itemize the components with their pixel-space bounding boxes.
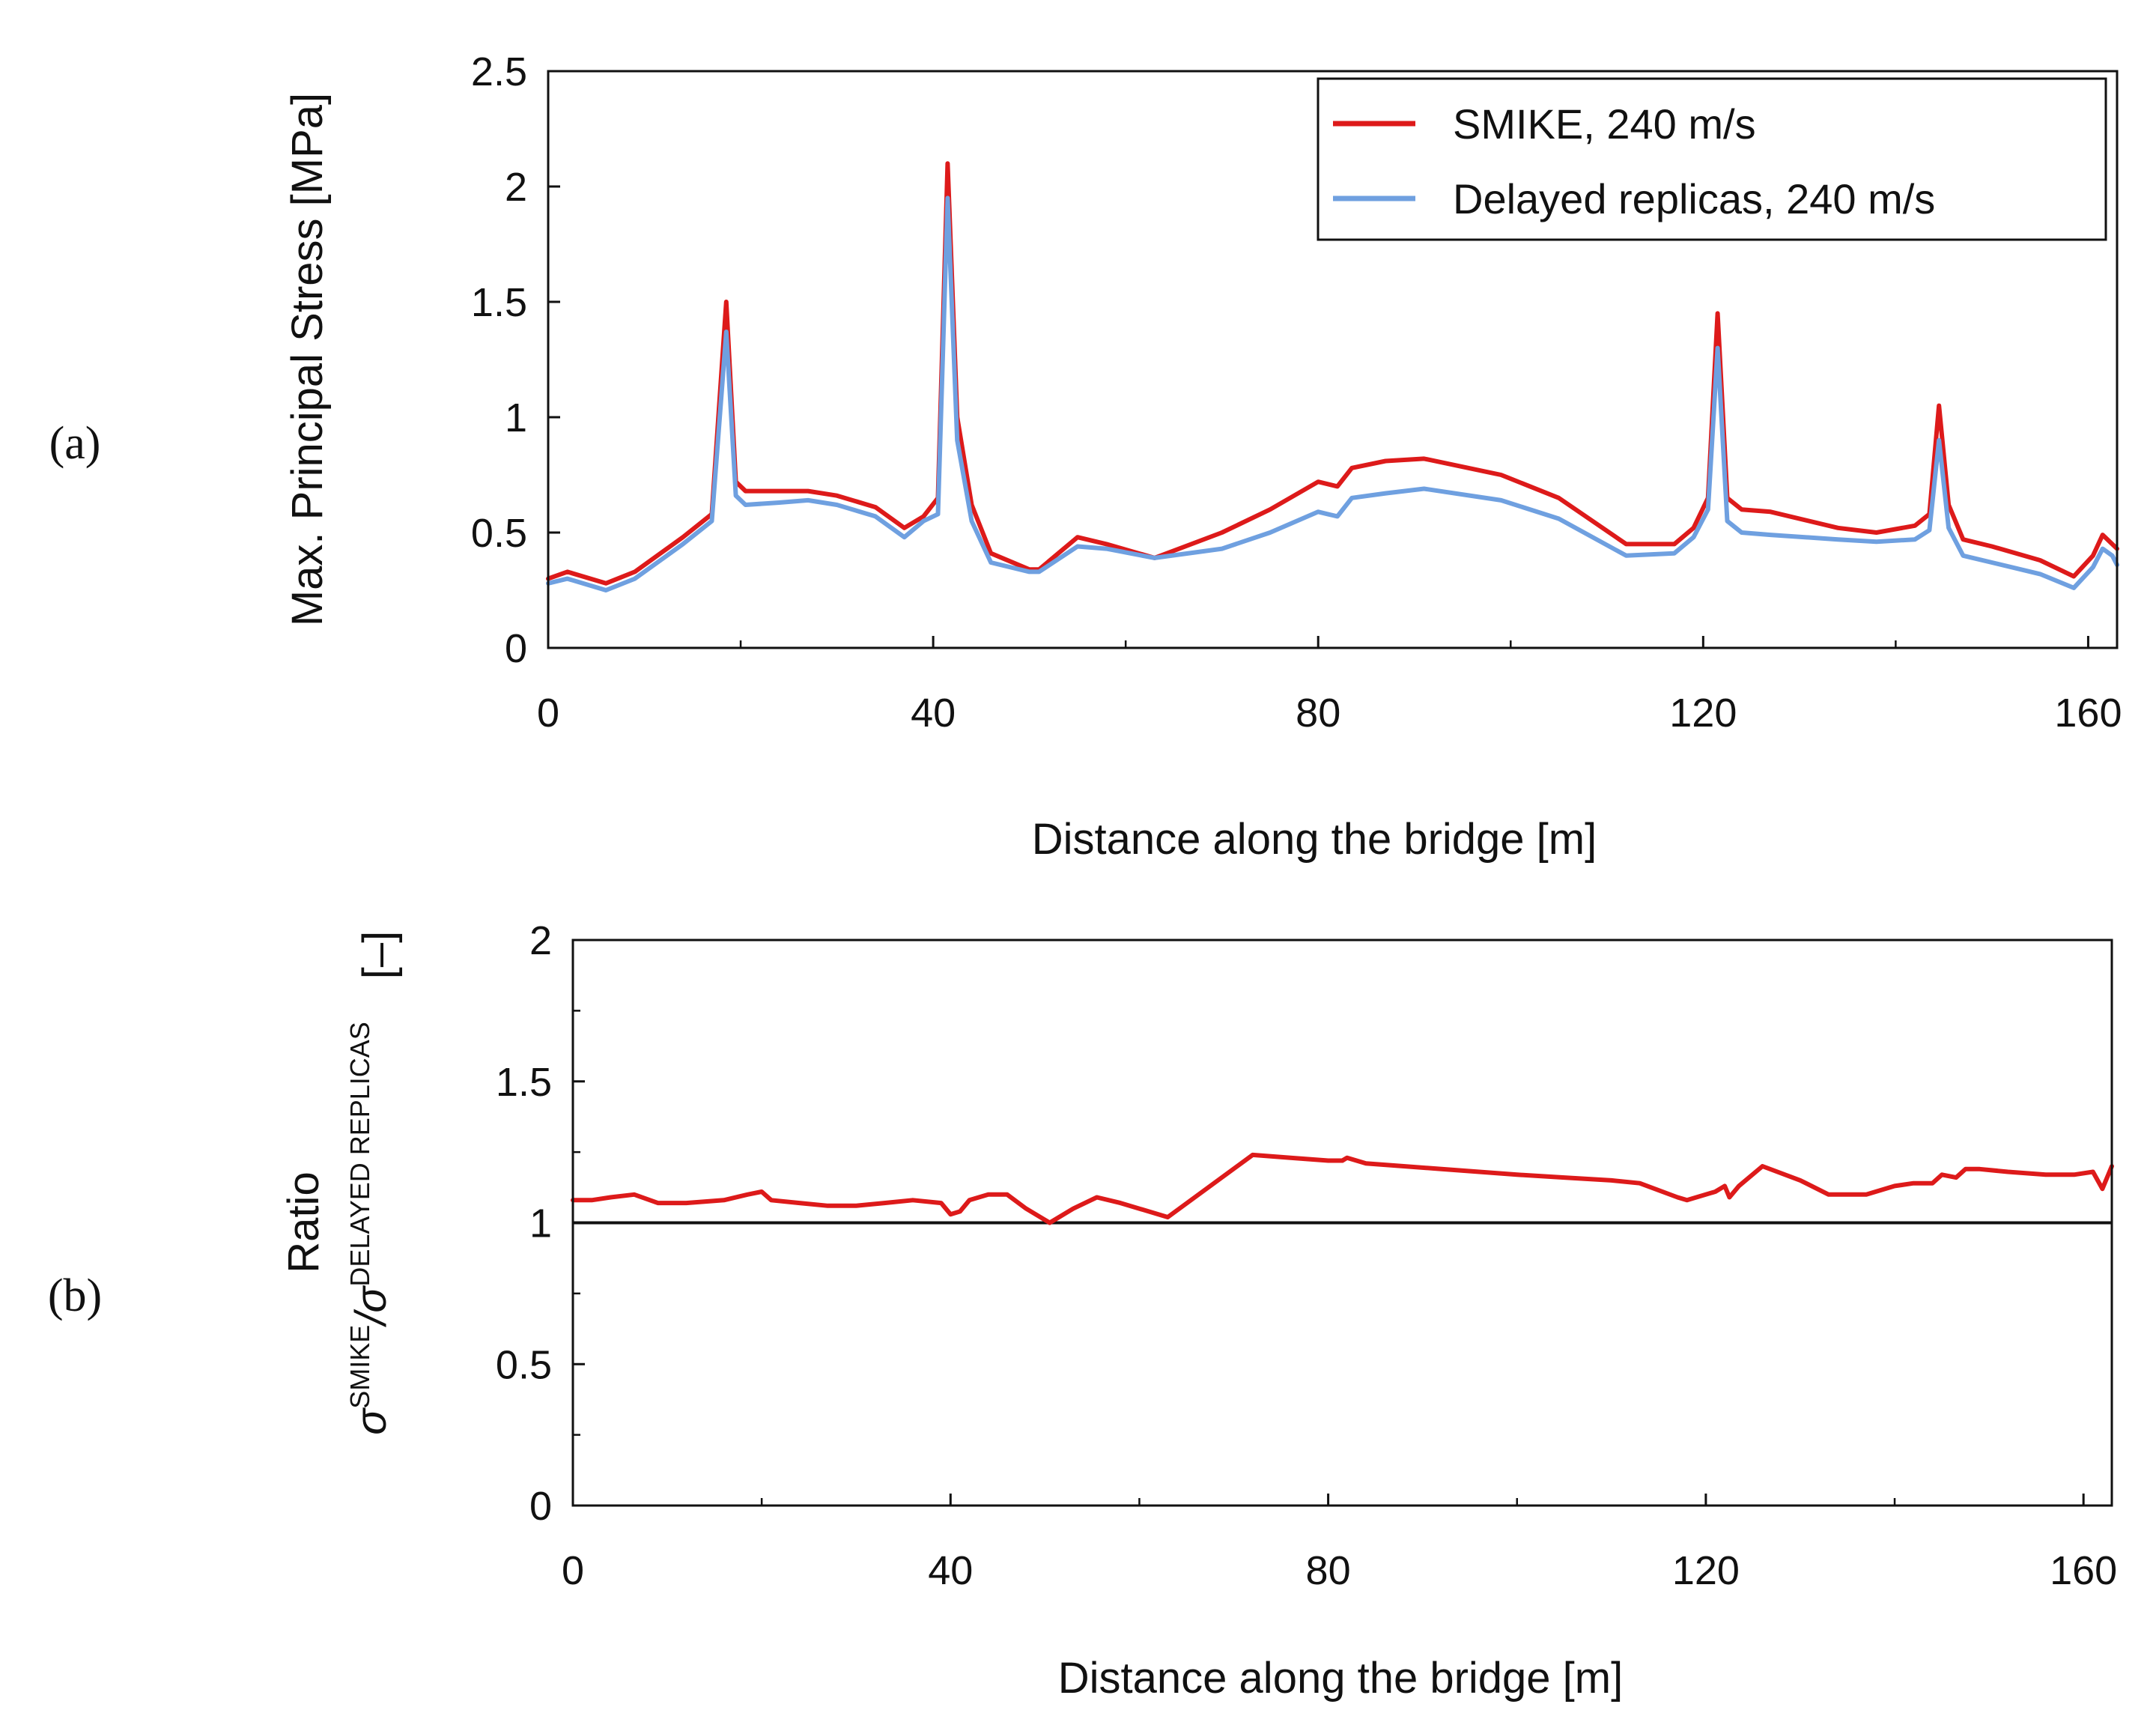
- series-line-smike: [546, 161, 2119, 586]
- legend-label-delayed-replicas: Delayed replicas, 240 m/s: [1453, 175, 1935, 222]
- panel-b-chart: (b) 0 40 80 120 160 0 0.5 1 1.5 2 Distance along …: [48, 918, 2117, 1703]
- x-tick-label: 40: [911, 691, 956, 736]
- panel-b-y-axis-title: Ratio σSMIKE/σDELAYED REPLICAS [–]: [279, 931, 403, 1435]
- y-tick-label: 0: [505, 626, 527, 671]
- panel-a-series: [546, 161, 2119, 592]
- panel-b-series: [571, 1152, 2114, 1225]
- panel-a-tick-labels: 0 40 80 120 160 0 0.5 1 1.5 2 2.5: [471, 49, 2122, 736]
- panel-a-chart: (a) 0 40 80 120 160 0 0.5 1 1.5 2 2.5 Distance alo…: [49, 49, 2122, 864]
- panel-a-y-axis-title: Max. Principal Stress [MPa]: [283, 93, 332, 626]
- y-tick-label: 0.5: [496, 1342, 552, 1387]
- x-tick-label: 0: [537, 691, 559, 736]
- panel-a-frame: [547, 70, 2119, 649]
- x-tick-label: 120: [1672, 1548, 1740, 1593]
- y-tick-label: 1.5: [471, 280, 527, 325]
- x-tick-label: 160: [2050, 1548, 2117, 1593]
- panel-a-x-axis-title: Distance along the bridge [m]: [1032, 815, 1597, 864]
- panel-a-label: (a): [49, 418, 101, 469]
- legend-label-smike: SMIKE, 240 m/s: [1453, 100, 1756, 148]
- series-line-delayed-replicas: [546, 195, 2119, 592]
- panel-a-legend: SMIKE, 240 m/s Delayed replicas, 240 m/s: [1317, 77, 2107, 241]
- x-tick-label: 80: [1306, 1548, 1351, 1593]
- x-tick-label: 120: [1669, 691, 1737, 736]
- legend-box: [1317, 77, 2107, 241]
- panel-b-y-axis-title-line1: Ratio: [279, 1171, 328, 1273]
- y-tick-label: 0.5: [471, 511, 527, 556]
- y-tick-label: 0: [529, 1484, 552, 1529]
- x-tick-label: 160: [2054, 691, 2122, 736]
- y-tick-label: 1: [529, 1201, 552, 1246]
- panel-b-label: (b): [48, 1270, 102, 1321]
- y-tick-label: 2: [505, 165, 527, 210]
- panel-b-tick-labels: 0 40 80 120 160 0 0.5 1 1.5 2: [496, 918, 2117, 1593]
- panel-b-y-axis-title-line2: σSMIKE/σDELAYED REPLICAS: [344, 1022, 395, 1435]
- x-tick-label: 0: [562, 1548, 584, 1593]
- panel-a-axes: [547, 70, 2089, 649]
- y-tick-label: 2.5: [471, 49, 527, 94]
- panel-b-x-axis-title: Distance along the bridge [m]: [1058, 1654, 1623, 1703]
- x-tick-label: 40: [928, 1548, 973, 1593]
- y-tick-label: 1: [505, 395, 527, 440]
- x-tick-label: 80: [1296, 691, 1340, 736]
- panel-b-y-axis-unit: [–]: [354, 931, 403, 980]
- y-tick-label: 1.5: [496, 1060, 552, 1105]
- series-line-ratio: [571, 1152, 2114, 1225]
- panel-b-frame: [571, 939, 2113, 1507]
- y-tick-label: 2: [529, 918, 552, 963]
